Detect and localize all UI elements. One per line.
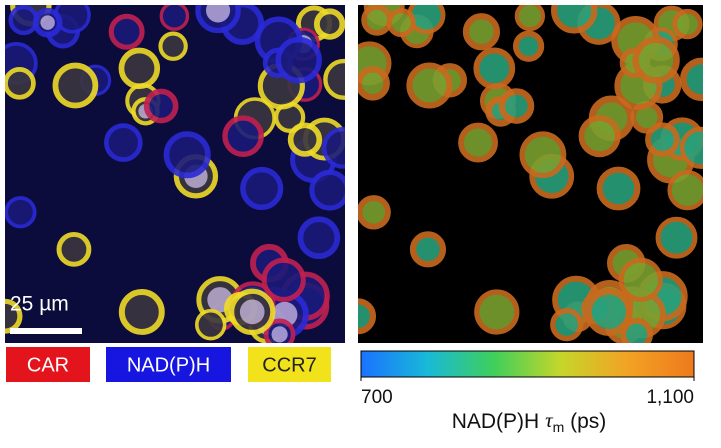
cell — [5, 298, 23, 334]
legend-label: CAR — [27, 354, 69, 376]
cell — [158, 31, 188, 61]
cell — [672, 8, 703, 40]
cell — [358, 66, 390, 101]
cell — [297, 216, 341, 260]
cell — [309, 169, 345, 211]
cell — [5, 196, 37, 229]
cell-core — [239, 299, 265, 325]
cells — [5, 5, 345, 343]
legend-swatch — [248, 347, 331, 382]
cell — [194, 308, 227, 341]
cell — [632, 36, 680, 84]
cell — [358, 298, 377, 335]
label-text: NAD(P)H — [452, 410, 540, 433]
cell — [222, 115, 264, 157]
tick-label: 700 — [361, 387, 393, 408]
cells — [358, 5, 703, 343]
cell — [323, 58, 345, 100]
cell — [104, 123, 143, 162]
label-unit: (ps) — [570, 410, 606, 433]
cell — [474, 289, 520, 335]
cell — [550, 5, 598, 34]
cell — [240, 166, 284, 211]
legend-label: NAD(P)H — [127, 354, 210, 376]
cell — [313, 8, 345, 40]
cell — [108, 13, 145, 50]
label-subscript: m — [553, 419, 565, 435]
colorbar — [360, 350, 695, 378]
cell — [458, 122, 498, 163]
cell — [519, 131, 567, 179]
colorbar-label: NAD(P)H τm (ps) — [452, 408, 607, 435]
cell — [143, 88, 179, 124]
tick-label: 1,100 — [646, 387, 694, 408]
cell — [655, 216, 698, 259]
cell — [514, 5, 546, 32]
cell — [645, 122, 680, 157]
cell — [620, 317, 654, 343]
cell — [679, 57, 703, 102]
label-symbol: τ — [545, 408, 554, 432]
cell — [409, 231, 447, 268]
cell — [498, 88, 535, 124]
cell — [596, 166, 641, 211]
cell — [118, 47, 161, 90]
cell — [584, 287, 633, 336]
cell — [163, 131, 211, 179]
cell — [361, 5, 393, 36]
cell — [322, 127, 345, 169]
cell — [52, 62, 99, 109]
cell — [473, 47, 516, 90]
cell — [406, 62, 453, 109]
cell — [667, 170, 703, 211]
colorbar-ticks: 700 1,100 — [360, 377, 695, 408]
cell — [618, 257, 663, 302]
legend-swatch — [6, 347, 90, 382]
cell — [159, 5, 190, 31]
cell — [679, 126, 703, 169]
cell-core — [271, 326, 288, 343]
legend-label: CCR7 — [262, 354, 316, 376]
cell — [118, 289, 165, 335]
cell — [5, 67, 36, 100]
cell — [386, 8, 416, 38]
legend-swatch — [106, 347, 231, 382]
cell-core — [40, 15, 55, 30]
cell — [275, 36, 322, 84]
cell-core — [205, 5, 231, 23]
cell — [578, 115, 621, 158]
cell — [462, 13, 501, 51]
cell — [358, 195, 391, 230]
cell — [261, 257, 306, 302]
legend: CAR NAD(P)H CCR7 — [6, 347, 331, 382]
cell — [56, 231, 92, 267]
scale-bar-label: 25 µm — [10, 293, 69, 316]
cell — [550, 308, 584, 342]
cell — [287, 122, 323, 157]
cell — [512, 30, 545, 62]
cell — [8, 5, 39, 36]
